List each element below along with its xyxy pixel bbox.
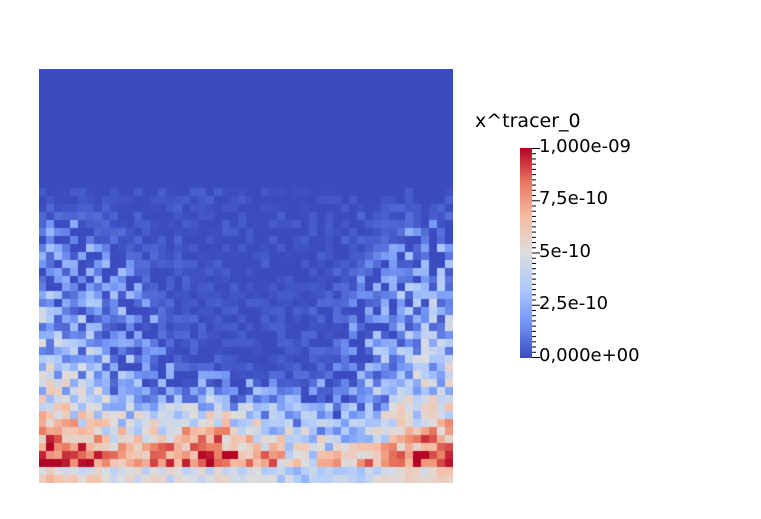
colorbar [520,148,532,358]
colorbar-tick-label-750: 7,5e-10 [539,188,609,209]
colorbar-tick-label-500: 5e-10 [539,241,591,262]
colorbar-tick-label-min: 0,000e+00 [539,345,640,366]
colorbar-tick-label-250: 2,5e-10 [539,293,609,314]
tracer-field-plot[interactable] [39,69,453,483]
colorbar-tick-label-max: 1,000e-09 [539,136,632,157]
colorbar-title: x^tracer_0 [475,110,581,132]
colorbar-tick-marks [532,148,540,358]
